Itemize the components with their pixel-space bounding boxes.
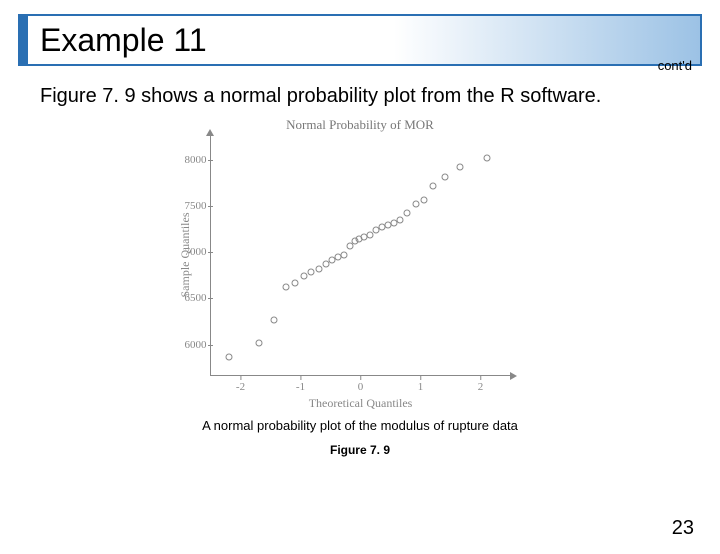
- x-axis-label: Theoretical Quantiles: [309, 396, 413, 411]
- data-point: [396, 216, 403, 223]
- title-accent: [18, 14, 28, 66]
- x-tick: -2: [236, 381, 245, 393]
- data-point: [412, 201, 419, 208]
- x-tick: 1: [418, 381, 424, 393]
- data-point: [291, 279, 298, 286]
- probability-plot: Sample Quantiles Theoretical Quantiles 6…: [210, 135, 511, 376]
- data-point: [441, 173, 448, 180]
- title-bar: Example 11: [18, 14, 702, 66]
- data-point: [456, 164, 463, 171]
- data-point: [483, 155, 490, 162]
- data-point: [255, 339, 262, 346]
- data-point: [429, 182, 436, 189]
- y-tick: 7500: [169, 200, 207, 212]
- chart-container: Normal Probability of MOR Sample Quantil…: [170, 117, 550, 376]
- data-point: [420, 196, 427, 203]
- data-point: [340, 252, 347, 259]
- x-tick: -1: [296, 381, 305, 393]
- y-axis-arrow: [206, 129, 214, 136]
- data-point: [308, 268, 315, 275]
- body-text: Figure 7. 9 shows a normal probability p…: [40, 84, 680, 109]
- data-point: [315, 265, 322, 272]
- x-tick: 2: [478, 381, 484, 393]
- x-tick: 0: [358, 381, 364, 393]
- data-point: [404, 210, 411, 217]
- data-point: [300, 273, 307, 280]
- continued-label: cont'd: [658, 58, 692, 73]
- x-axis-arrow: [510, 372, 517, 380]
- chart-title: Normal Probability of MOR: [170, 117, 550, 133]
- y-tick: 6500: [169, 292, 207, 304]
- y-tick: 6000: [169, 339, 207, 351]
- slide-title: Example 11: [20, 16, 700, 59]
- y-tick: 8000: [169, 154, 207, 166]
- figure-caption: A normal probability plot of the modulus…: [0, 418, 720, 433]
- page-number: 23: [672, 517, 694, 540]
- data-point: [270, 316, 277, 323]
- data-point: [225, 353, 232, 360]
- y-tick: 7000: [169, 246, 207, 258]
- data-point: [282, 284, 289, 291]
- figure-label: Figure 7. 9: [0, 443, 720, 457]
